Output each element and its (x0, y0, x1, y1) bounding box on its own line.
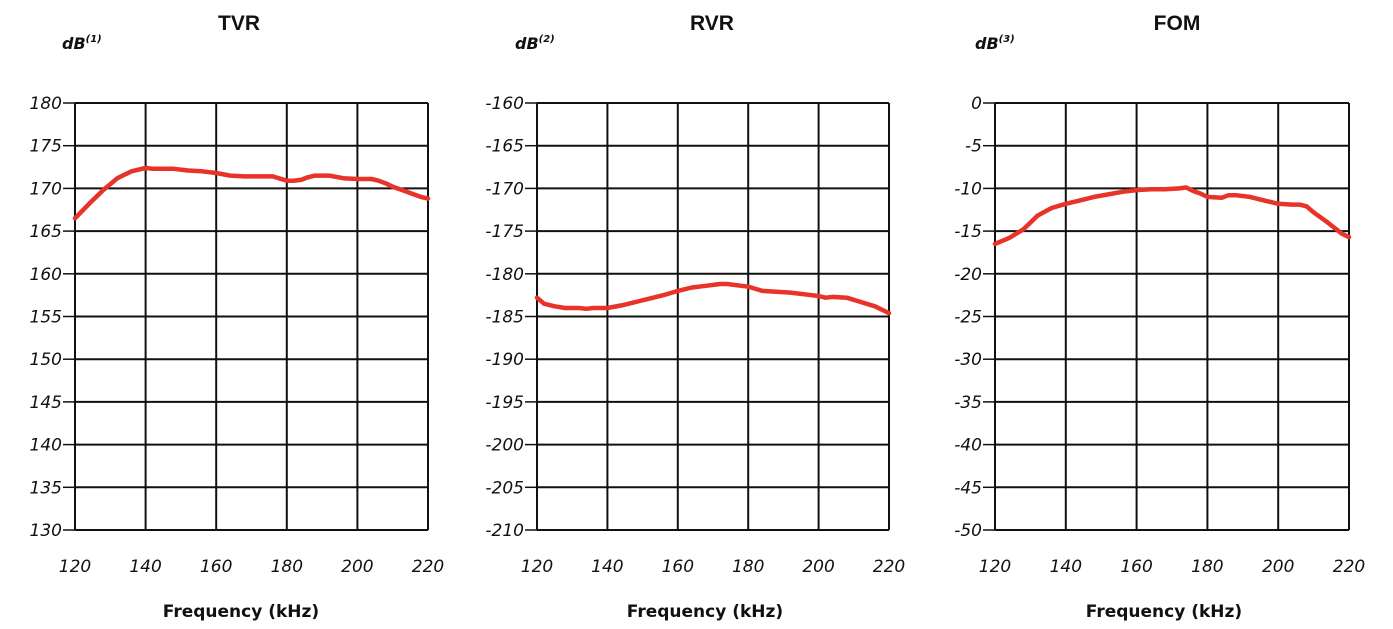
fom-y-tick-label: -25 (954, 308, 982, 328)
tvr-x-tick-label: 160 (200, 557, 232, 577)
rvr-x-tick-label: 140 (591, 557, 623, 577)
tvr-x-tick-label: 200 (341, 557, 373, 577)
tvr-panel: TVR dB(1) 180 175 170 165 160 155 150 145 140 135… (30, 12, 445, 622)
tvr-plot-area: 180 175 170 165 160 155 150 145 140 135 130 120 140 1… (30, 94, 445, 577)
tvr-title: TVR (218, 12, 260, 35)
tvr-unit-sup: (1) (86, 34, 102, 45)
fom-title: FOM (1154, 12, 1201, 35)
rvr-plot-area: -160 -165 -170 -175 -180 -185 -190 -195 -200 -205… (485, 94, 905, 577)
rvr-y-tick-label: -160 (485, 94, 524, 114)
fom-y-tick-label: 0 (971, 94, 982, 114)
tvr-y-tick-label: 170 (30, 179, 62, 199)
fom-series-line (992, 185, 1352, 247)
fom-x-tick-label: 220 (1333, 557, 1365, 577)
fom-plot-area: 0 -5 -10 -15 -20 -25 -30 -35 -40 -45 -50 120 140 160 1… (954, 94, 1365, 577)
rvr-unit-sup: (2) (539, 34, 555, 45)
fom-y-tick-label: -10 (954, 179, 982, 199)
tvr-y-tick-label: 145 (30, 393, 62, 413)
fom-y-tick-label: -20 (954, 265, 982, 285)
tvr-y-tick-label: 155 (30, 308, 62, 328)
rvr-unit-label: dB(2) (515, 34, 555, 53)
rvr-title: RVR (690, 12, 734, 35)
rvr-y-tick-label: -185 (485, 308, 524, 328)
tvr-x-axis-label: Frequency (kHz) (163, 602, 319, 622)
fom-y-tick-label: -35 (954, 393, 982, 413)
tvr-y-tick-label: 150 (30, 350, 62, 370)
rvr-y-tick-label: -190 (485, 350, 524, 370)
fom-x-tick-label: 140 (1050, 557, 1082, 577)
fom-y-tick-label: -30 (954, 350, 982, 370)
tvr-x-tick-label: 140 (129, 557, 161, 577)
rvr-x-axis-label: Frequency (kHz) (627, 602, 783, 622)
tvr-y-tick-label: 160 (30, 265, 62, 285)
tvr-series-line (72, 165, 431, 221)
fom-y-tick-label: -15 (954, 222, 982, 242)
rvr-panel: RVR dB(2) -160-165-170-175-180-185-190-1… (485, 12, 905, 622)
fom-y-tick-label: -45 (954, 478, 982, 498)
tvr-unit-label: dB(1) (62, 34, 102, 53)
fom-panel: FOM dB(3) 0 -5 -10 -15 -20 -25 -30 -35 -40 -45 -50… (954, 12, 1365, 622)
fom-x-tick-label: 180 (1191, 557, 1223, 577)
rvr-x-tick-label: 200 (802, 557, 834, 577)
rvr-y-tick-label: -165 (485, 137, 524, 157)
tvr-y-tick-label: 180 (30, 94, 62, 114)
rvr-y-tick-label: -200 (485, 436, 524, 456)
rvr-x-tick-label: 120 (521, 557, 553, 577)
tvr-unit-text: dB (62, 34, 86, 53)
tvr-y-tick-label: 135 (30, 478, 62, 498)
rvr-y-tick-label: -180 (485, 265, 524, 285)
tvr-y-tick-label: 140 (30, 436, 62, 456)
fom-y-tick-label: -50 (954, 521, 982, 541)
rvr-x-tick-label: 160 (662, 557, 694, 577)
fom-y-tick-label: -40 (954, 436, 982, 456)
fom-y-tick-label: -5 (965, 137, 982, 157)
fom-unit-label: dB(3) (975, 34, 1015, 53)
rvr-series-line (534, 281, 892, 316)
fom-unit-text: dB (975, 34, 999, 53)
tvr-x-tick-label: 120 (59, 557, 91, 577)
rvr-x-tick-label: 220 (873, 557, 905, 577)
rvr-unit-text: dB (515, 34, 539, 53)
fom-x-tick-label: 160 (1120, 557, 1152, 577)
tvr-x-tick-label: 180 (271, 557, 303, 577)
fom-x-axis-label: Frequency (kHz) (1086, 602, 1242, 622)
rvr-y-tick-label: -175 (485, 222, 524, 242)
tvr-y-tick-label: 130 (30, 521, 62, 541)
fom-x-tick-label: 200 (1262, 557, 1294, 577)
fom-unit-sup: (3) (999, 34, 1015, 45)
tvr-y-tick-label: 165 (30, 222, 62, 242)
rvr-y-tick-label: -170 (485, 179, 524, 199)
rvr-y-tick-label: -195 (485, 393, 524, 413)
tvr-y-tick-label: 175 (30, 137, 62, 157)
rvr-y-tick-label: -205 (485, 478, 524, 498)
rvr-x-tick-label: 180 (732, 557, 764, 577)
fom-x-tick-label: 120 (979, 557, 1011, 577)
tvr-x-tick-label: 220 (412, 557, 444, 577)
rvr-y-tick-label: -210 (485, 521, 524, 541)
